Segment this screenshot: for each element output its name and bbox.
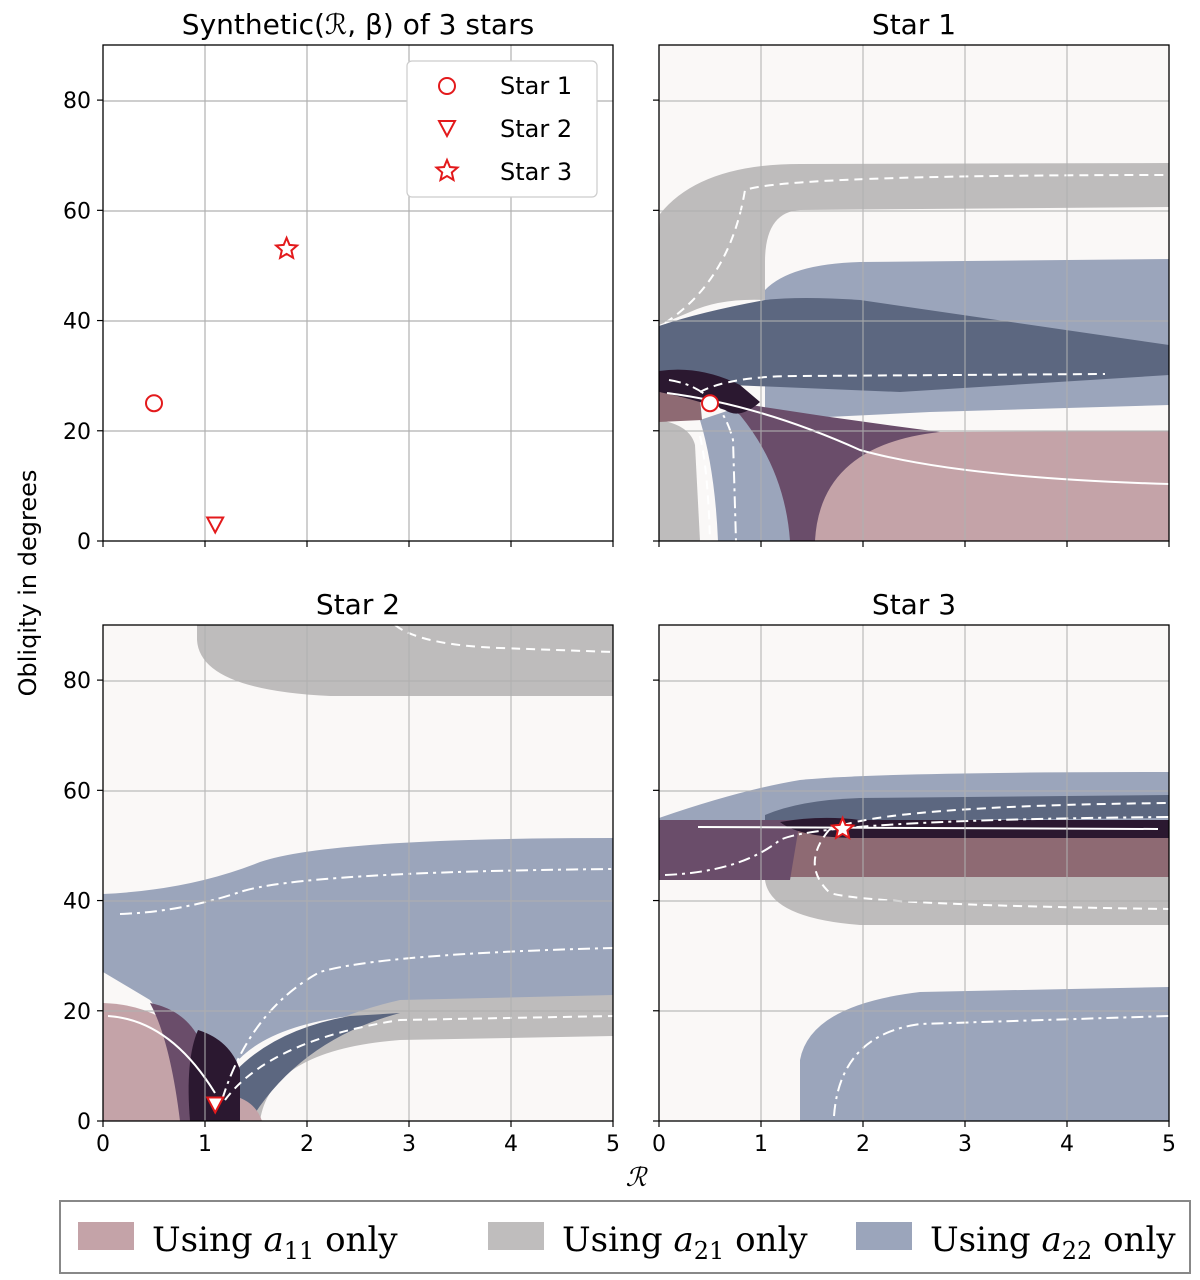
true-value-marker bbox=[829, 815, 856, 840]
legend-star3: Star 3 bbox=[500, 158, 572, 186]
legend-label-a22: Using a22 only bbox=[930, 1220, 1176, 1265]
axis-ticks: 0 20 40 60 80 0 1 2 3 4 5 0 20 40 60 80 0 1 2 3 4 5 bbox=[63, 89, 1176, 1157]
x-tick-label: 5 bbox=[1162, 1132, 1176, 1157]
bottom-legend: Using a11 only Using a21 only Using a22 on… bbox=[59, 1200, 1191, 1274]
data-point-star-3 bbox=[273, 235, 300, 260]
true-value-point bbox=[829, 815, 856, 840]
legend-label-a11: Using a11 only bbox=[152, 1220, 398, 1265]
true-value-marker bbox=[701, 394, 719, 413]
y-tick-label: 40 bbox=[63, 890, 91, 915]
panel-star1: Star 1 bbox=[658, 8, 1170, 542]
x-tick-label: 4 bbox=[1060, 1132, 1074, 1157]
x-tick-label: 3 bbox=[402, 1132, 416, 1157]
curve-a21-lower bbox=[813, 829, 1169, 910]
x-tick-label: 0 bbox=[96, 1132, 110, 1157]
y-tick-label: 80 bbox=[63, 89, 91, 114]
region-a21 bbox=[765, 870, 1169, 925]
legend-box bbox=[406, 60, 598, 198]
x-axis-label: ℛ bbox=[626, 1163, 649, 1193]
plot-frame bbox=[658, 624, 1170, 1122]
scatter-marks bbox=[145, 235, 300, 535]
region-a21-top bbox=[197, 625, 613, 696]
region-a22-mid bbox=[220, 1013, 400, 1121]
panel-synthetic: Synthetic(ℛ, β) of 3 stars Star 1 Star 2… bbox=[102, 8, 614, 542]
panel-star2: Star 2 bbox=[102, 588, 614, 1122]
x-tick-label: 4 bbox=[504, 1132, 518, 1157]
legend-star2: Star 2 bbox=[500, 115, 572, 143]
y-tick-label: 20 bbox=[63, 1000, 91, 1025]
legend-swatch-a22 bbox=[856, 1222, 912, 1250]
x-tick-label: 3 bbox=[958, 1132, 972, 1157]
bottom-legend-items: Using a11 only Using a21 only Using a22 on… bbox=[78, 1220, 1176, 1265]
y-tick-label: 60 bbox=[63, 199, 91, 224]
curve-a21-mid bbox=[699, 373, 1106, 393]
legend-swatch-a21 bbox=[488, 1222, 544, 1250]
x-tick-label: 1 bbox=[198, 1132, 212, 1157]
curve-a21-low bbox=[699, 435, 711, 541]
region-a21-low bbox=[659, 420, 700, 541]
legend-star-marker bbox=[434, 157, 460, 182]
panel-title: Star 2 bbox=[316, 588, 400, 621]
legend: Star 1 Star 2 Star 3 bbox=[406, 60, 598, 198]
data-point-star-1 bbox=[145, 394, 163, 413]
x-tick-label: 1 bbox=[754, 1132, 768, 1157]
y-tick-label: 80 bbox=[63, 669, 91, 694]
y-tick-label: 0 bbox=[77, 530, 91, 555]
curve-a22-upper bbox=[664, 816, 1169, 876]
panel-star3: Star 3 bbox=[658, 588, 1170, 1122]
y-tick-label: 60 bbox=[63, 779, 91, 804]
legend-swatch-a11 bbox=[78, 1222, 134, 1250]
degeneracy-curves bbox=[107, 625, 613, 1101]
region-a21-upper bbox=[659, 163, 1169, 325]
legend-label-a21: Using a21 only bbox=[562, 1220, 808, 1265]
confidence-regions bbox=[659, 163, 1169, 541]
plot-frame bbox=[658, 44, 1170, 542]
grid bbox=[659, 45, 1169, 541]
true-value-point bbox=[205, 1096, 225, 1115]
true-value-marker bbox=[205, 1096, 225, 1115]
y-tick-label: 40 bbox=[63, 310, 91, 335]
degeneracy-curves bbox=[664, 802, 1169, 1117]
curve-a21-top bbox=[394, 625, 613, 653]
curve-a22-lower bbox=[833, 1015, 1169, 1117]
region-a22-bottom bbox=[800, 987, 1169, 1121]
x-tick-label: 2 bbox=[856, 1132, 870, 1157]
region-a22-low bbox=[700, 405, 800, 541]
y-tick-label: 0 bbox=[77, 1110, 91, 1135]
y-axis-label: Obliqity in degrees bbox=[14, 470, 42, 697]
grid bbox=[659, 625, 1169, 1121]
legend-circle-marker bbox=[438, 77, 456, 95]
legend-triangle-marker bbox=[437, 120, 457, 139]
region-a11 bbox=[815, 431, 1169, 541]
region-overlap-all bbox=[659, 369, 760, 414]
curve-a21-low bbox=[224, 1015, 613, 1101]
curve-a21-upper bbox=[664, 174, 1169, 324]
x-tick-label: 2 bbox=[300, 1132, 314, 1157]
curve-a22-lower bbox=[221, 947, 613, 1101]
plot-frame bbox=[102, 44, 614, 542]
region-overlap-a11-a22 bbox=[720, 400, 940, 541]
panel-title: Star 3 bbox=[872, 588, 956, 621]
data-point-star-2 bbox=[205, 516, 225, 535]
confidence-regions bbox=[659, 772, 1169, 1121]
curve-a11 bbox=[697, 826, 1159, 830]
panel-title: Synthetic(ℛ, β) of 3 stars bbox=[182, 8, 534, 41]
true-value-point bbox=[701, 394, 719, 413]
region-overlap-a11-a22 bbox=[659, 820, 800, 880]
x-tick-label: 0 bbox=[652, 1132, 666, 1157]
x-tick-label: 5 bbox=[606, 1132, 620, 1157]
y-tick-label: 20 bbox=[63, 420, 91, 445]
panel-title: Star 1 bbox=[872, 8, 956, 41]
curve-a22-upper bbox=[119, 868, 613, 915]
plot-frame bbox=[102, 624, 614, 1122]
bottom-legend-box bbox=[59, 1200, 1191, 1274]
legend-star1: Star 1 bbox=[500, 72, 572, 100]
grid bbox=[103, 625, 613, 1121]
curve-a11 bbox=[666, 392, 1169, 485]
